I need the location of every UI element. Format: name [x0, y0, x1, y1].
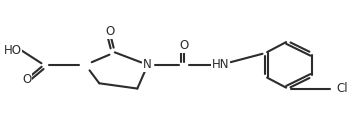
- Text: N: N: [143, 58, 152, 71]
- Text: O: O: [105, 26, 114, 38]
- Text: Cl: Cl: [336, 82, 348, 95]
- Text: HO: HO: [4, 44, 21, 57]
- Text: HN: HN: [212, 58, 229, 71]
- Text: O: O: [22, 73, 31, 86]
- Text: O: O: [179, 39, 189, 52]
